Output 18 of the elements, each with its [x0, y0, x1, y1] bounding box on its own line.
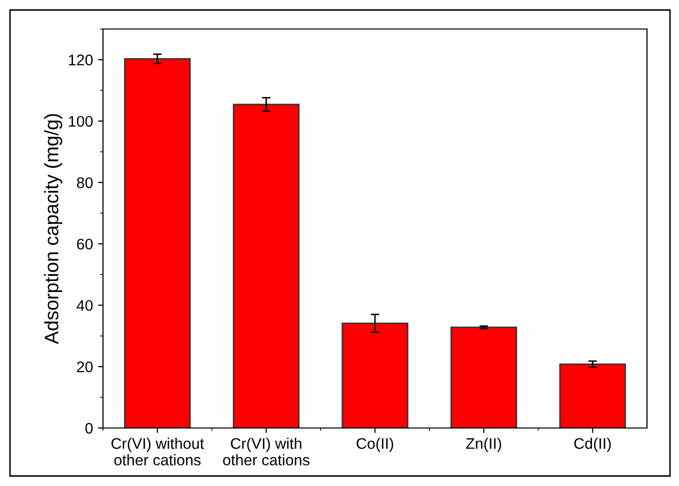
- bar: [450, 326, 518, 428]
- y-axis-title: Adsorption capacity (mg/g): [44, 114, 62, 344]
- x-tick-label: Zn(II): [466, 438, 502, 452]
- bar: [342, 322, 408, 428]
- x-tick-label: Co(II): [356, 438, 394, 452]
- y-tick-label: 80: [76, 177, 93, 188]
- y-tick-label: 60: [77, 238, 93, 250]
- x-tick-label: Cd(II): [574, 438, 611, 452]
- x-tick-label: Cr(VI) with other cations: [223, 438, 310, 466]
- x-tick-label: Cr(VI) without other cations: [111, 438, 204, 466]
- y-tick-label: 20: [77, 361, 93, 372]
- bar: [232, 104, 300, 428]
- y-tick-label: 0: [85, 422, 93, 434]
- y-tick-label: 120: [68, 54, 93, 66]
- bar: [559, 363, 626, 428]
- y-tick-label: 100: [68, 116, 93, 127]
- bar: [124, 58, 191, 428]
- y-tick-label: 40: [76, 300, 93, 311]
